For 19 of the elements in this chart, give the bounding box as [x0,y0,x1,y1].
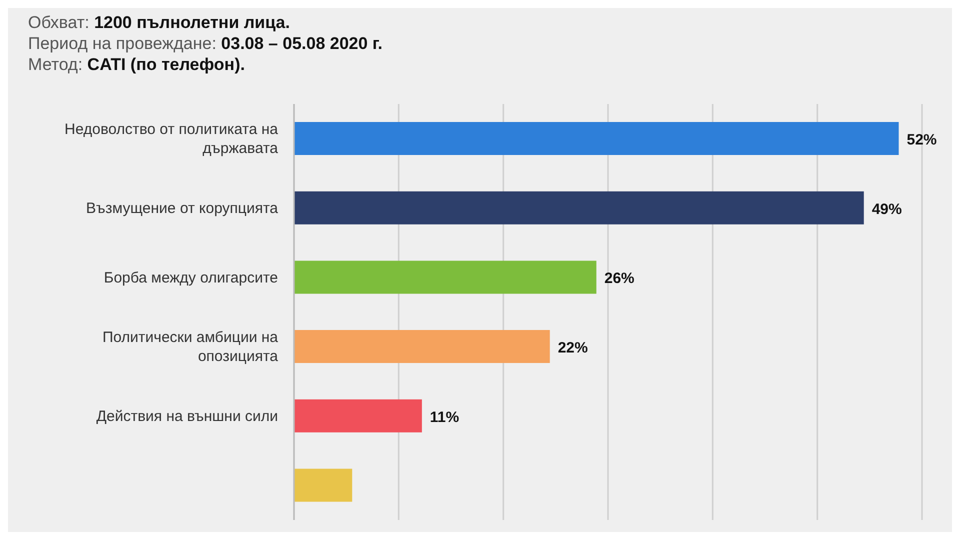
data-label: 52% [906,132,937,149]
bar [294,468,352,502]
bar [294,191,864,224]
text: Период на провеждане: 03.08 – 05.08 2020 г. [28,33,384,54]
bar [294,399,422,432]
data-label: 22% [558,340,588,357]
y-tick-label: Недоволство от политиката на държавата [64,121,279,158]
y-tick-label: Борба между олигарсите [104,269,278,286]
data-label: 26% [604,270,634,288]
bar [294,330,550,364]
bar [294,260,596,294]
y-tick-label: Възмущение от корупцията [86,200,279,217]
text: Обхват: 1200 пълнолетни лица. [28,12,291,33]
text: Метод: CATI (по телефон). [28,54,246,75]
y-tick-label: Политически амбиции на опозицията [102,329,279,366]
data-label: 11% [430,408,460,426]
bar [294,122,899,156]
data-label: 49% [872,200,902,218]
y-tick-label: Действия на външни сили [96,408,278,425]
